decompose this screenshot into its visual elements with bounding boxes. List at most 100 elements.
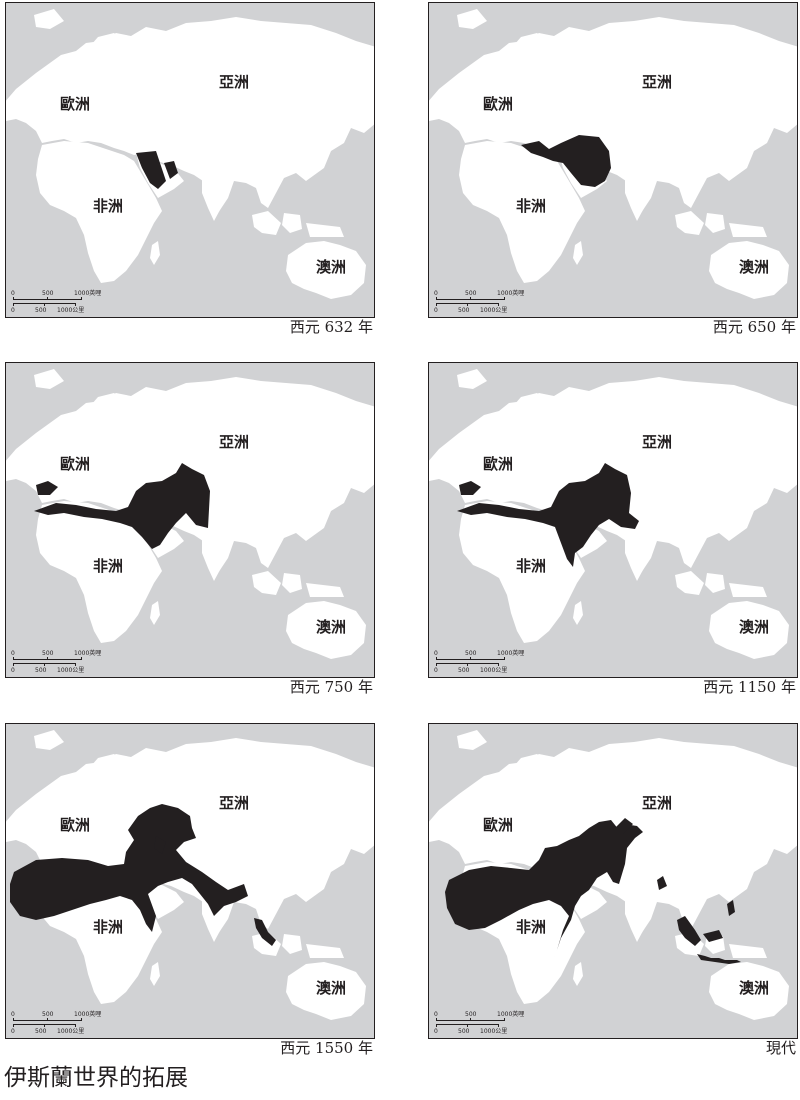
islamic-territory-750-1: [34, 463, 210, 549]
label-europe: 歐洲: [483, 816, 514, 834]
scale-mi-1000: 1000英哩: [74, 1011, 102, 1018]
map-panel-1550: 歐洲 亞洲 非洲 澳洲 0 500 1000英哩 0 500 1000公里 西元…: [5, 723, 375, 1056]
map-graphic: [6, 730, 374, 1020]
label-asia: 亞洲: [219, 73, 250, 91]
scale-mi-0: 0: [11, 1011, 15, 1018]
label-africa: 非洲: [93, 197, 124, 215]
borneo-land: [705, 573, 725, 593]
map: 歐洲 亞洲 非洲 澳洲 0 500 1000英哩 0 500 1000公里: [5, 362, 375, 678]
new-guinea-land: [729, 223, 767, 237]
label-oceania: 澳洲: [316, 618, 347, 636]
scale-mi-500: 500: [465, 1011, 477, 1018]
scale-bar: 0 500 1000英哩 0 500 1000公里: [11, 290, 121, 316]
scandinavia-land: [84, 33, 124, 81]
scandinavia-land: [84, 754, 124, 802]
scale-km-500: 500: [458, 1028, 470, 1035]
scale-km-500: 500: [35, 667, 47, 674]
madagascar-land: [573, 962, 583, 986]
british-isles-land: [471, 63, 485, 87]
madagascar-land: [573, 241, 583, 265]
scale-km-0: 0: [11, 667, 15, 674]
islamic-territory-750-0: [36, 481, 58, 495]
japan-land: [322, 818, 336, 854]
scale-mi-500: 500: [42, 1011, 54, 1018]
scale-km-500: 500: [458, 307, 470, 314]
islamic-territory-modern-3: [677, 916, 701, 946]
map: 歐洲 亞洲 非洲 澳洲 0 500 1000英哩 0 500 1000公里: [5, 2, 375, 318]
map: 歐洲 亞洲 非洲 澳洲 0 500 1000英哩 0 500 1000公里: [428, 362, 798, 678]
map-panel-750: 歐洲 亞洲 非洲 澳洲 0 500 1000英哩 0 500 1000公里 西元…: [5, 362, 375, 695]
scale-mi-0: 0: [434, 290, 438, 297]
scandinavia-land: [507, 754, 547, 802]
islamic-territory-modern-2: [657, 876, 667, 890]
label-asia: 亞洲: [219, 794, 250, 812]
islamic-territory-1550-1: [154, 836, 166, 854]
scale-km-1000: 1000公里: [480, 667, 508, 674]
scale-km-0: 0: [434, 667, 438, 674]
madagascar-land: [150, 962, 160, 986]
australia-land: [709, 601, 789, 659]
map-panel-1150: 歐洲 亞洲 非洲 澳洲 0 500 1000英哩 0 500 1000公里 西元…: [428, 362, 798, 695]
panel-caption: 西元 1150 年: [703, 678, 796, 696]
africa-land: [459, 141, 585, 283]
scale-km-1000: 1000公里: [57, 667, 85, 674]
australia-land: [286, 241, 366, 299]
label-europe: 歐洲: [60, 95, 91, 113]
panel-caption: 西元 650 年: [712, 318, 796, 336]
scale-km-1000: 1000公里: [57, 1028, 85, 1035]
africa-land: [36, 501, 162, 643]
scale-mi-1000: 1000英哩: [74, 650, 102, 657]
madagascar-land: [150, 601, 160, 625]
australia-land: [286, 601, 366, 659]
panel-caption: 現代: [765, 1039, 796, 1057]
page-title: 伊斯蘭世界的拓展: [4, 1065, 188, 1091]
scale-mi-500: 500: [42, 290, 54, 297]
label-europe: 歐洲: [60, 455, 91, 473]
land-masses: [6, 9, 374, 299]
arctic-island-land: [457, 9, 487, 29]
land-masses: [429, 9, 797, 299]
new-guinea-land: [729, 944, 767, 958]
maritime-se-asia-land: [675, 571, 704, 595]
scale-mi-0: 0: [434, 650, 438, 657]
arctic-island-land: [34, 730, 64, 750]
islamic-territory-modern-6: [697, 954, 741, 964]
map-panel-632: 歐洲 亞洲 非洲 澳洲 0 500 1000英哩 0 500 1000公里 西元…: [5, 2, 375, 335]
scandinavia-land: [84, 393, 124, 441]
india-land: [202, 538, 228, 581]
scandinavia-land: [507, 33, 547, 81]
map-panel-modern: 歐洲 亞洲 非洲 澳洲 0 500 1000英哩 0 500 1000公里 現代: [428, 723, 798, 1056]
islamic-territory-modern-1: [615, 818, 633, 834]
scale-bar: 0 500 1000英哩 0 500 1000公里: [434, 1011, 544, 1037]
label-asia: 亞洲: [219, 433, 250, 451]
label-africa: 非洲: [516, 557, 547, 575]
scale-km-500: 500: [35, 1028, 47, 1035]
scale-bar: 0 500 1000英哩 0 500 1000公里: [434, 290, 544, 316]
map-graphic: [6, 369, 374, 659]
india-land: [625, 538, 651, 581]
scale-mi-1000: 1000英哩: [497, 290, 525, 297]
label-asia: 亞洲: [642, 794, 673, 812]
new-guinea-land: [729, 583, 767, 597]
japan-land: [745, 818, 759, 854]
borneo-land: [282, 573, 302, 593]
india-land: [625, 178, 651, 221]
label-oceania: 澳洲: [316, 258, 347, 276]
map: 歐洲 亞洲 非洲 澳洲 0 500 1000英哩 0 500 1000公里: [428, 723, 798, 1039]
map-graphic: [429, 9, 797, 299]
scale-mi-1000: 1000英哩: [74, 290, 102, 297]
scale-mi-0: 0: [11, 290, 15, 297]
islamic-world-territory: [136, 151, 178, 189]
maritime-se-asia-land: [252, 571, 281, 595]
label-europe: 歐洲: [60, 816, 91, 834]
scale-mi-1000: 1000英哩: [497, 650, 525, 657]
british-isles-land: [471, 784, 485, 808]
map-graphic: [429, 369, 797, 659]
label-oceania: 澳洲: [739, 618, 770, 636]
maritime-se-asia-land: [252, 211, 281, 235]
map: 歐洲 亞洲 非洲 澳洲 0 500 1000英哩 0 500 1000公里: [5, 723, 375, 1039]
scale-bar: 0 500 1000英哩 0 500 1000公里: [11, 650, 121, 676]
scale-bar: 0 500 1000英哩 0 500 1000公里: [434, 650, 544, 676]
islamic-world-territory: [521, 135, 611, 187]
australia-land: [286, 962, 366, 1020]
